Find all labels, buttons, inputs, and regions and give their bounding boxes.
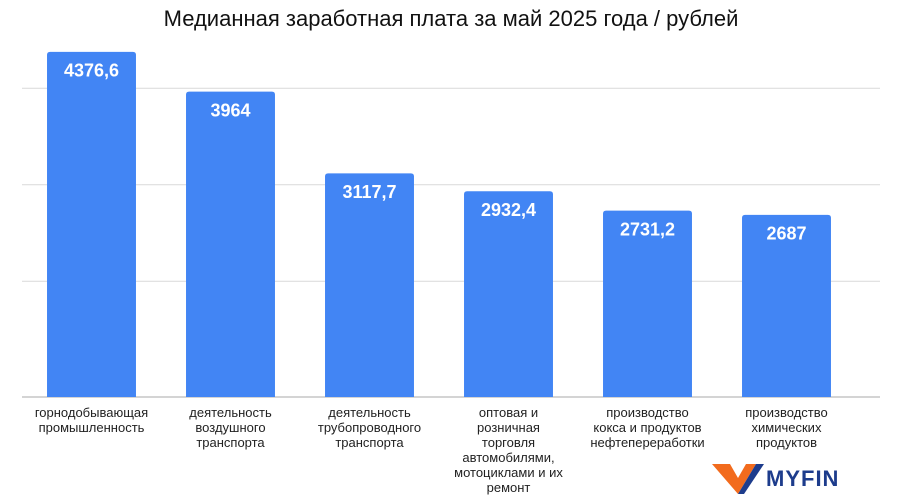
x-tick-label: производство кокса и продуктов нефтепере… xyxy=(590,405,705,450)
value-label: 2687 xyxy=(766,224,806,244)
value-label: 4376,6 xyxy=(64,61,119,81)
bar xyxy=(325,173,414,397)
x-tick-label: деятельность воздушного транспорта xyxy=(189,405,272,450)
chart-title: Медианная заработная плата за май 2025 г… xyxy=(164,6,739,31)
value-label: 2932,4 xyxy=(481,200,536,220)
logo-icon xyxy=(712,464,756,494)
logo-text: MYFIN xyxy=(766,466,839,491)
x-tick-label: деятельность трубопроводного транспорта xyxy=(317,405,422,450)
x-tick-label: оптовая и розничная торговля автомобилям… xyxy=(454,405,563,495)
bar xyxy=(742,214,831,397)
bar xyxy=(603,210,692,397)
logo: MYFIN xyxy=(712,464,839,494)
logo-icon-part xyxy=(738,464,764,494)
bar xyxy=(464,191,553,397)
bar xyxy=(47,51,136,398)
value-label: 3964 xyxy=(210,100,250,120)
value-label: 2731,2 xyxy=(620,219,675,239)
value-label: 3117,7 xyxy=(342,182,396,202)
x-tick-label: горнодобывающая промышленность xyxy=(34,405,149,435)
x-tick-label: производство химических продуктов xyxy=(745,405,828,450)
bar xyxy=(186,91,275,397)
